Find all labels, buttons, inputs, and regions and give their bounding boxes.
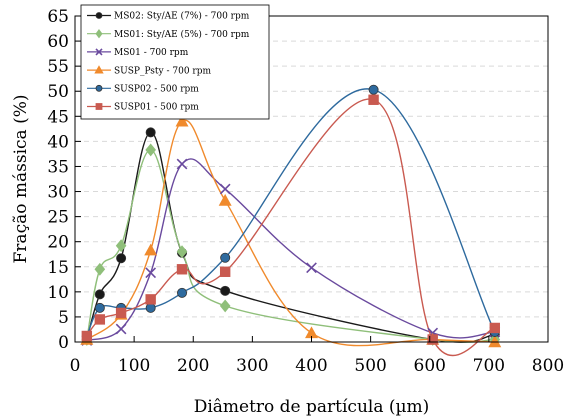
legend-marker bbox=[95, 29, 103, 39]
y-axis-title: Fração mássica (%) bbox=[11, 95, 31, 264]
marker-stroke bbox=[115, 323, 127, 335]
y-tick-label: 50 bbox=[47, 82, 69, 102]
y-tick-label: 55 bbox=[47, 57, 69, 77]
data-point-series-0 bbox=[145, 127, 156, 138]
x-tick-label: 700 bbox=[473, 356, 505, 376]
x-tick-label: 800 bbox=[532, 356, 564, 376]
y-tick-label: 20 bbox=[47, 233, 69, 253]
data-point-series-1 bbox=[94, 262, 106, 276]
y-tick-label: 65 bbox=[47, 7, 69, 27]
y-tick-label: 5 bbox=[58, 308, 69, 328]
legend-marker bbox=[94, 65, 104, 74]
data-point-series-2 bbox=[219, 183, 231, 195]
series-line-2 bbox=[86, 158, 495, 342]
data-point-series-4 bbox=[368, 84, 379, 95]
data-point-series-5 bbox=[489, 322, 500, 334]
data-point-series-2 bbox=[306, 262, 317, 274]
data-point-series-5 bbox=[81, 330, 93, 342]
legend-label: SUSP01 - 500 rpm bbox=[114, 103, 199, 113]
data-point-series-2 bbox=[176, 158, 188, 170]
data-point-series-1 bbox=[176, 245, 188, 259]
legend-label: MS01 - 700 rpm bbox=[114, 48, 189, 58]
legend: MS02: Sty/AE (7%) - 700 rpm MS01: Sty/AE … bbox=[80, 4, 270, 120]
data-point-series-3 bbox=[218, 193, 232, 206]
data-point-series-2 bbox=[145, 267, 157, 279]
data-point-series-5 bbox=[368, 94, 379, 105]
x-axis-title: Diâmetro de partícula (µm) bbox=[194, 397, 430, 417]
data-point-series-1 bbox=[219, 299, 231, 313]
data-point-series-5 bbox=[94, 314, 106, 325]
data-point-series-3 bbox=[144, 243, 158, 256]
y-tick-label: 15 bbox=[47, 258, 69, 278]
y-tick-label: 10 bbox=[47, 283, 69, 303]
x-tick-label: 300 bbox=[236, 356, 268, 376]
axis-ticks: 0 5 10 15 20 25 30 35 40 45 50 55 60 65 0 100 200 300 400 5… bbox=[47, 7, 564, 376]
data-point-series-0 bbox=[220, 285, 231, 296]
legend-marker bbox=[95, 12, 103, 19]
data-point-series-5 bbox=[145, 294, 156, 305]
series-line-1 bbox=[86, 149, 495, 343]
legend-marker bbox=[95, 84, 103, 92]
legend-marker bbox=[95, 48, 103, 56]
legend-marker bbox=[95, 103, 103, 110]
legend-label: MS01: Sty/AE (5%) - 700 rpm bbox=[114, 29, 250, 40]
data-point-series-2 bbox=[115, 323, 127, 335]
data-point-series-0 bbox=[116, 253, 127, 264]
y-tick-label: 40 bbox=[47, 132, 69, 152]
marker-stroke bbox=[176, 158, 188, 170]
x-tick-label: 100 bbox=[118, 356, 150, 376]
data-point-series-5 bbox=[219, 266, 231, 277]
marker-stroke bbox=[306, 262, 317, 274]
y-tick-label: 25 bbox=[47, 208, 69, 228]
legend-items: MS02: Sty/AE (7%) - 700 rpm MS01: Sty/AE … bbox=[87, 11, 250, 113]
legend-box bbox=[80, 4, 270, 120]
data-point-series-4 bbox=[177, 287, 188, 298]
legend-label: SUSP02 - 500 rpm bbox=[114, 85, 199, 95]
x-tick-label: 0 bbox=[70, 356, 81, 376]
marker-stroke bbox=[95, 48, 103, 56]
marker-stroke bbox=[145, 267, 157, 279]
y-tick-label: 35 bbox=[47, 157, 69, 177]
data-point-series-5 bbox=[427, 334, 438, 345]
data-point-series-4 bbox=[220, 252, 231, 263]
series-markers bbox=[80, 84, 502, 348]
legend-label: MS02: Sty/AE (7%) - 700 rpm bbox=[114, 11, 250, 22]
series-line-4 bbox=[86, 88, 496, 337]
data-point-series-5 bbox=[176, 264, 188, 275]
x-tick-label: 500 bbox=[354, 356, 386, 376]
marker-stroke bbox=[219, 183, 231, 195]
y-tick-label: 0 bbox=[58, 333, 69, 353]
data-point-series-3 bbox=[175, 114, 189, 127]
x-tick-label: 400 bbox=[295, 356, 327, 376]
x-tick-label: 600 bbox=[414, 356, 446, 376]
data-point-series-5 bbox=[115, 307, 127, 319]
data-point-series-4 bbox=[94, 302, 105, 313]
data-point-series-1 bbox=[115, 239, 127, 253]
data-point-series-4 bbox=[145, 302, 156, 313]
x-tick-label: 200 bbox=[177, 356, 209, 376]
y-tick-label: 30 bbox=[47, 183, 69, 203]
y-tick-label: 60 bbox=[47, 32, 69, 52]
y-tick-label: 45 bbox=[47, 107, 69, 127]
data-point-series-0 bbox=[94, 289, 105, 300]
data-point-series-1 bbox=[145, 143, 156, 157]
legend-label: SUSP_Psty - 700 rpm bbox=[114, 66, 211, 76]
